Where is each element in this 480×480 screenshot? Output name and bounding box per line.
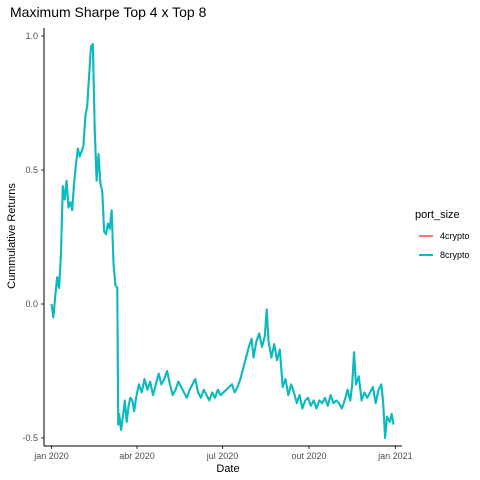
series-layer (50, 43, 395, 439)
y-tick-label: 0.0 (25, 299, 38, 309)
y-tick-label: 1.0 (25, 31, 38, 41)
legend: port_size 4crypto 8crypto (415, 209, 470, 260)
x-tick-label: jan 2021 (377, 451, 413, 461)
x-axis-title: Date (216, 463, 239, 475)
legend-items: 4crypto 8crypto (419, 231, 470, 260)
y-tick-label: 0.5 (25, 165, 38, 175)
x-axis-ticks: jan 2020 abr 2020 jul 2020 out 2020 jan 2021 (33, 446, 413, 461)
legend-label-8crypto: 8crypto (440, 250, 470, 260)
y-axis-ticks: -0.5 0.0 0.5 1.0 (22, 31, 44, 443)
x-tick-label: jul 2020 (206, 451, 239, 461)
x-tick-label: jan 2020 (33, 451, 69, 461)
legend-label-4crypto: 4crypto (440, 231, 470, 241)
y-axis-title: Cummulative Returns (6, 183, 18, 289)
series-line-4crypto (50, 43, 395, 439)
series-line-8crypto (50, 43, 395, 439)
legend-title: port_size (415, 209, 460, 221)
y-tick-label: -0.5 (22, 433, 38, 443)
x-tick-label: out 2020 (291, 451, 326, 461)
x-tick-label: abr 2020 (119, 451, 155, 461)
chart-title: Maximum Sharpe Top 4 x Top 8 (10, 4, 207, 20)
